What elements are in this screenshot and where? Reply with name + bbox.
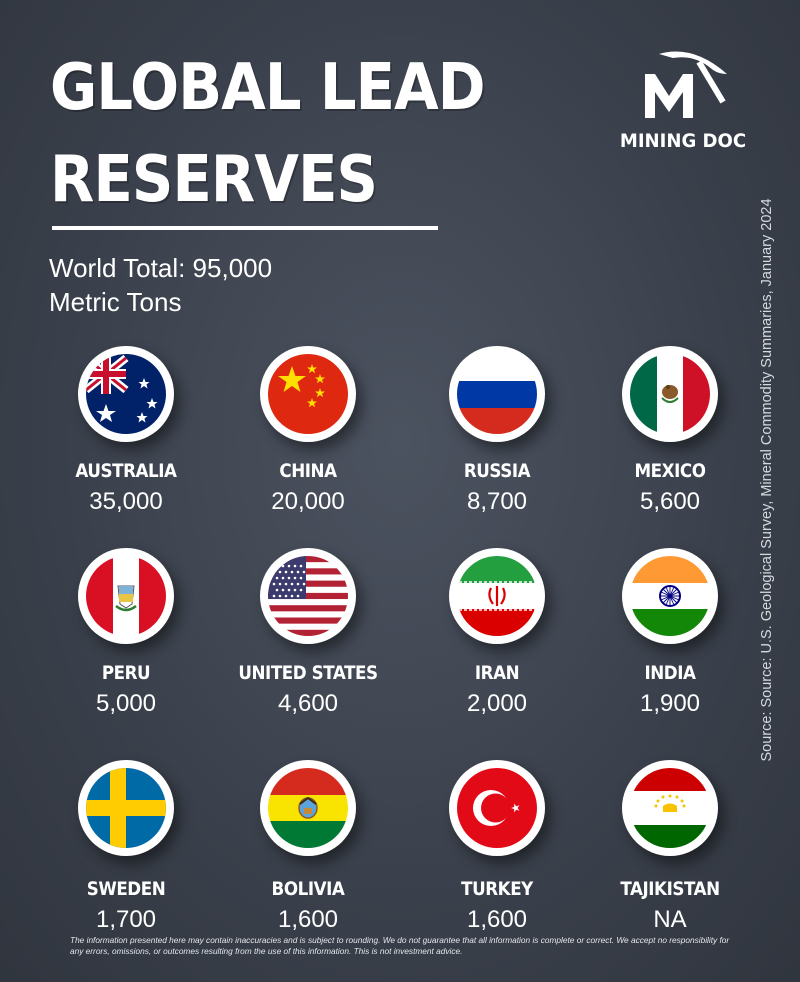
- country-name: SWEDEN: [86, 878, 166, 900]
- world-total-value: World Total: 95,000: [49, 253, 273, 283]
- turkey-flag-icon: [457, 768, 537, 848]
- country-card: IRAN 2,000: [412, 548, 582, 718]
- reserve-value: 4,600: [277, 690, 339, 717]
- source-note: Source: Source: U.S. Geological Survey, …: [759, 198, 775, 762]
- flag-circle: [78, 548, 174, 644]
- flag-circle: [449, 548, 545, 644]
- country-name: TURKEY: [461, 878, 533, 900]
- country-name: AUSTRALIA: [75, 460, 177, 482]
- flag-circle: [622, 346, 718, 442]
- sweden-flag-icon: [86, 768, 166, 848]
- country-card: MEXICO 5,600: [585, 346, 755, 516]
- china-flag-icon: [268, 354, 348, 434]
- country-name: MEXICO: [634, 460, 706, 482]
- disclaimer: The information presented here may conta…: [70, 935, 730, 956]
- reserve-value: 5,600: [639, 488, 701, 515]
- reserve-value: 1,600: [466, 906, 528, 933]
- flag-circle: [260, 760, 356, 856]
- world-total-unit: Metric Tons: [49, 287, 182, 317]
- tajikistan-flag-icon: [630, 768, 710, 848]
- reserve-value: 1,600: [277, 906, 339, 933]
- flag-circle: [260, 346, 356, 442]
- usa-flag-icon: [268, 556, 348, 636]
- page-title-line-2: RESERVES: [50, 143, 378, 217]
- country-card: TURKEY 1,600: [412, 760, 582, 934]
- australia-flag-icon: [86, 354, 166, 434]
- country-card: PERU 5,000: [41, 548, 211, 718]
- country-name: PERU: [101, 662, 151, 684]
- reserve-value: 1,900: [639, 690, 701, 717]
- country-card: INDIA 1,900: [585, 548, 755, 718]
- flag-circle: [622, 548, 718, 644]
- country-card: AUSTRALIA 35,000: [41, 346, 211, 516]
- russia-flag-icon: [457, 354, 537, 434]
- flag-circle: [449, 760, 545, 856]
- reserve-value: 20,000: [271, 488, 345, 515]
- flag-circle: [78, 760, 174, 856]
- pickaxe-m-icon: [645, 51, 727, 118]
- world-total: World Total: 95,000 Metric Tons: [49, 251, 349, 319]
- country-card: RUSSIA 8,700: [412, 346, 582, 516]
- reserve-value: 2,000: [466, 690, 528, 717]
- reserve-value: 35,000: [89, 488, 163, 515]
- country-name: UNITED STATES: [238, 662, 378, 684]
- mexico-flag-icon: [630, 354, 710, 434]
- country-card: BOLIVIA 1,600: [223, 760, 393, 934]
- page-title-line-1: GLOBAL LEAD: [50, 51, 486, 125]
- country-name: IRAN: [474, 662, 520, 684]
- flag-circle: [78, 346, 174, 442]
- country-card: SWEDEN 1,700: [41, 760, 211, 934]
- country-name: CHINA: [279, 460, 337, 482]
- peru-flag-icon: [86, 556, 166, 636]
- country-card: UNITED STATES 4,600: [223, 548, 393, 718]
- iran-flag-icon: [457, 556, 537, 636]
- mining-doc-logo: MINING DOC: [608, 48, 758, 152]
- reserve-value: NA: [653, 906, 687, 933]
- india-flag-icon: [630, 556, 710, 636]
- country-name: BOLIVIA: [271, 878, 345, 900]
- flag-circle: [622, 760, 718, 856]
- country-card: CHINA 20,000: [223, 346, 393, 516]
- reserve-value: 1,700: [95, 906, 157, 933]
- country-name: TAJIKISTAN: [620, 878, 720, 900]
- bolivia-flag-icon: [268, 768, 348, 848]
- flag-circle: [449, 346, 545, 442]
- country-name: INDIA: [644, 662, 696, 684]
- reserve-value: 5,000: [95, 690, 157, 717]
- flag-circle: [260, 548, 356, 644]
- logo-text: MINING DOC: [619, 130, 747, 152]
- title-underline: [52, 226, 438, 230]
- country-card: TAJIKISTAN NA: [585, 760, 755, 934]
- reserve-value: 8,700: [466, 488, 528, 515]
- country-name: RUSSIA: [463, 460, 531, 482]
